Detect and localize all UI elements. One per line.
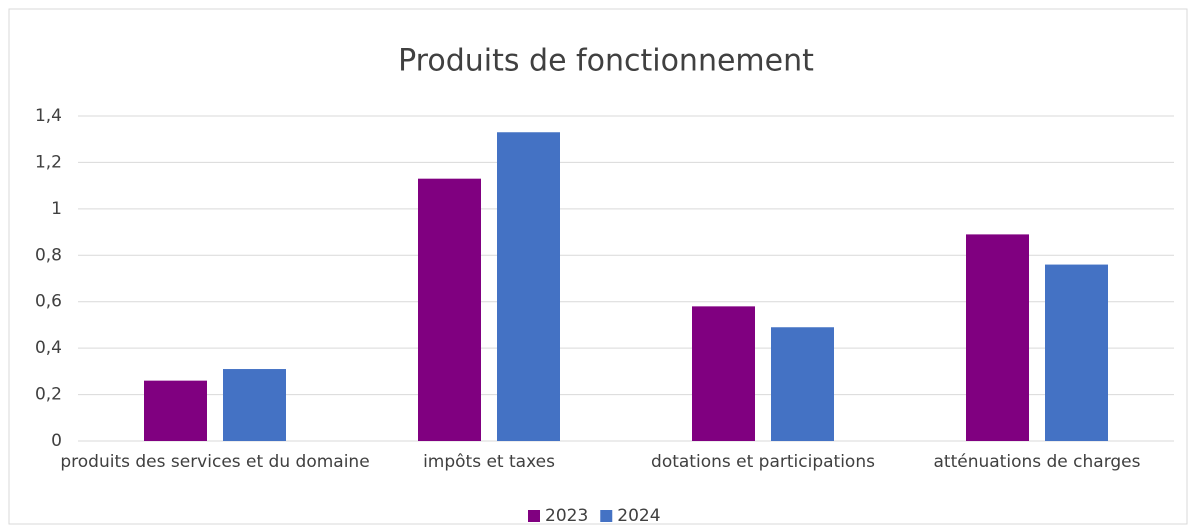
bar <box>771 327 834 441</box>
bar <box>1045 264 1108 441</box>
legend-swatch <box>528 510 540 522</box>
chart-title: Produits de fonctionnement <box>398 44 814 79</box>
bar <box>966 234 1029 441</box>
bar <box>223 369 286 441</box>
y-tick-label: 0 <box>51 431 62 451</box>
bar <box>144 380 207 441</box>
bar <box>692 306 755 441</box>
x-tick-label: produits des services et du domaine <box>60 452 369 472</box>
y-tick-label: 1,2 <box>35 152 62 172</box>
bar <box>418 178 481 441</box>
y-tick-label: 0,4 <box>35 338 62 358</box>
bar <box>497 132 560 441</box>
x-tick-label: dotations et participations <box>651 452 875 472</box>
y-tick-label: 0,2 <box>35 385 62 405</box>
y-tick-label: 0,6 <box>35 292 62 312</box>
legend-label: 2024 <box>617 506 660 526</box>
legend-swatch <box>600 510 613 522</box>
x-tick-label: atténuations de charges <box>934 452 1141 472</box>
x-tick-label: impôts et taxes <box>423 452 555 472</box>
y-tick-label: 1,4 <box>35 106 62 126</box>
legend-label: 2023 <box>545 506 588 526</box>
y-tick-label: 1 <box>51 199 62 219</box>
y-tick-label: 0,8 <box>35 245 62 265</box>
